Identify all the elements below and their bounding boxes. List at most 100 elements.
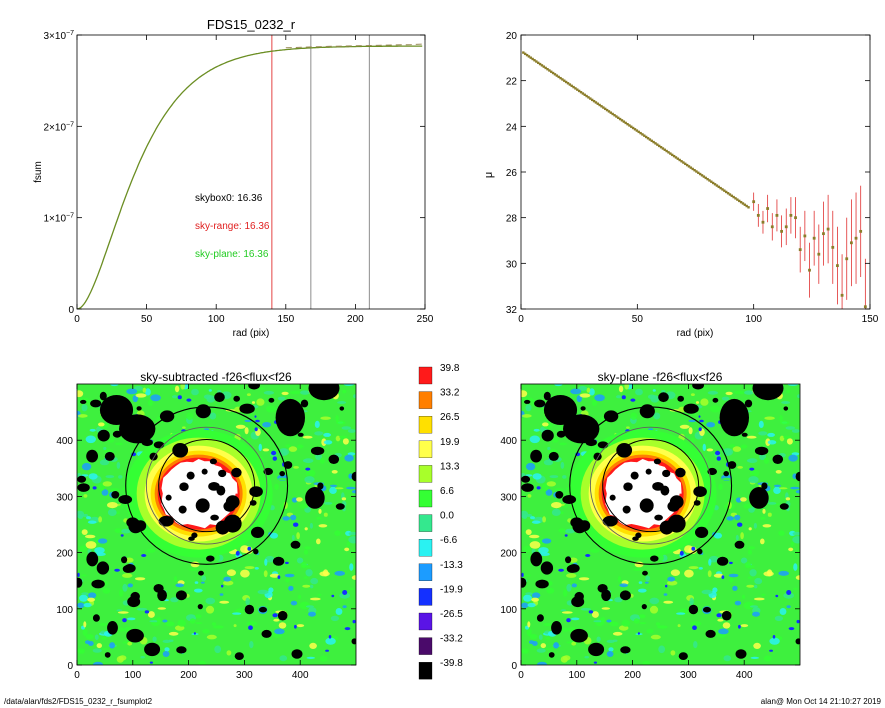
map-right-aperture-ellipse — [602, 439, 700, 533]
map-left-masked-source — [121, 556, 128, 564]
mu-point — [568, 83, 572, 86]
map-right-masked-source — [609, 494, 616, 501]
map-right-noise — [778, 570, 789, 576]
map-right-noise — [780, 420, 790, 425]
map-left-noise — [337, 401, 347, 404]
map-right-masked-source — [548, 451, 559, 461]
map-left-x-tick-label: 300 — [236, 670, 253, 681]
mu-point — [775, 213, 779, 217]
map-right-noise — [527, 602, 536, 608]
map-right-noise — [526, 628, 532, 637]
map-left-noise — [351, 575, 356, 580]
mu-point — [715, 184, 719, 187]
map-left-noise — [305, 469, 310, 476]
map-left-masked-source — [218, 469, 227, 478]
map-left-masked-source — [111, 491, 120, 499]
map-left-noise — [272, 456, 277, 461]
map-right-masked-source — [541, 429, 554, 442]
map-left-noise — [98, 422, 105, 427]
map-left-noise — [342, 590, 348, 595]
map-right-noise — [752, 611, 760, 617]
mu-point — [546, 68, 549, 71]
map-right-y-tick-label: 300 — [500, 492, 517, 503]
mu-point — [708, 179, 711, 182]
map-left-noise — [119, 505, 124, 508]
map-right-noise — [787, 384, 799, 386]
fsum-plot-frame — [76, 34, 426, 310]
map-right-noise — [606, 651, 614, 657]
map-right-noise — [775, 470, 782, 474]
map-left-masked-source — [112, 430, 122, 438]
map-left-masked-source — [165, 494, 172, 501]
map-right-noise — [521, 414, 532, 418]
map-left-noise — [248, 625, 253, 630]
map-left-noise — [352, 619, 356, 624]
map-left-noise — [114, 528, 122, 533]
map-left-noise — [107, 502, 118, 509]
map-left-noise — [206, 395, 216, 403]
colorbar-swatch — [418, 489, 433, 508]
map-right-noise — [773, 486, 781, 494]
map-right-noise — [529, 435, 540, 444]
map-left-noise — [335, 435, 341, 442]
map-right-noise — [728, 573, 739, 578]
map-right-noise — [795, 490, 800, 494]
map-right-noise — [788, 454, 798, 462]
mu-point — [854, 236, 858, 240]
map-right-noise — [632, 568, 642, 571]
map-left-x-tick-label: 200 — [180, 670, 197, 681]
mu-point — [574, 87, 577, 90]
colorbar-swatch — [418, 637, 433, 655]
map-right-noise — [684, 545, 694, 553]
mu-point — [674, 156, 678, 159]
map-right-noise — [759, 453, 767, 460]
map-right-noise — [649, 424, 657, 428]
map-left-masked-source — [126, 628, 144, 643]
map-left-masked-source — [259, 606, 267, 613]
map-left-noise — [105, 475, 115, 479]
map-right-noise — [698, 427, 702, 432]
mu-x-axis-label: rad (pix) — [677, 328, 714, 339]
map-left-noise — [168, 631, 179, 636]
map-left-noise — [342, 438, 349, 445]
map-right-masked-source — [536, 614, 544, 622]
mu-point — [654, 142, 657, 145]
mu-point — [665, 149, 668, 153]
map-right-masked-source — [652, 482, 664, 491]
colorbar-label: -19.9 — [440, 584, 463, 595]
map-right-noise — [746, 584, 755, 588]
map-left-noise — [256, 398, 265, 406]
mu-point — [596, 102, 599, 105]
map-left-noise — [323, 502, 333, 505]
mu-point — [550, 70, 553, 73]
mu-point — [613, 114, 616, 117]
map-right-noise — [767, 432, 775, 437]
map-right-noise — [663, 600, 674, 604]
map-right-noise — [679, 424, 690, 429]
map-right-noise — [566, 618, 571, 623]
map-right-noise — [657, 625, 668, 629]
map-left-noise — [77, 650, 85, 654]
map-left-noise — [315, 453, 323, 460]
map-right-noise — [706, 448, 714, 452]
map-right-noise — [532, 473, 542, 480]
mu-panel: 0 50 100 150 20 22 24 26 28 30 32 rad (pix) μ — [483, 31, 879, 339]
mu-point — [845, 257, 849, 261]
mu-point — [542, 65, 546, 68]
map-right-noise — [790, 541, 795, 547]
map-right-masked-source — [639, 404, 655, 419]
map-right-masked-source — [683, 403, 699, 414]
mu-point — [658, 144, 661, 148]
map-right-noise — [630, 398, 636, 402]
map-right-noise — [665, 584, 668, 588]
map-left-masked-source — [121, 415, 127, 422]
map-right-noise — [749, 467, 755, 471]
map-left-noise — [240, 569, 250, 578]
map-right-noise — [708, 558, 712, 566]
map-right-noise — [566, 573, 577, 578]
map-left-noise — [299, 503, 309, 509]
map-right-noise — [546, 587, 555, 594]
map-left-masked-source — [297, 432, 304, 437]
map-right-noise — [698, 415, 701, 418]
mu-point — [836, 264, 839, 268]
